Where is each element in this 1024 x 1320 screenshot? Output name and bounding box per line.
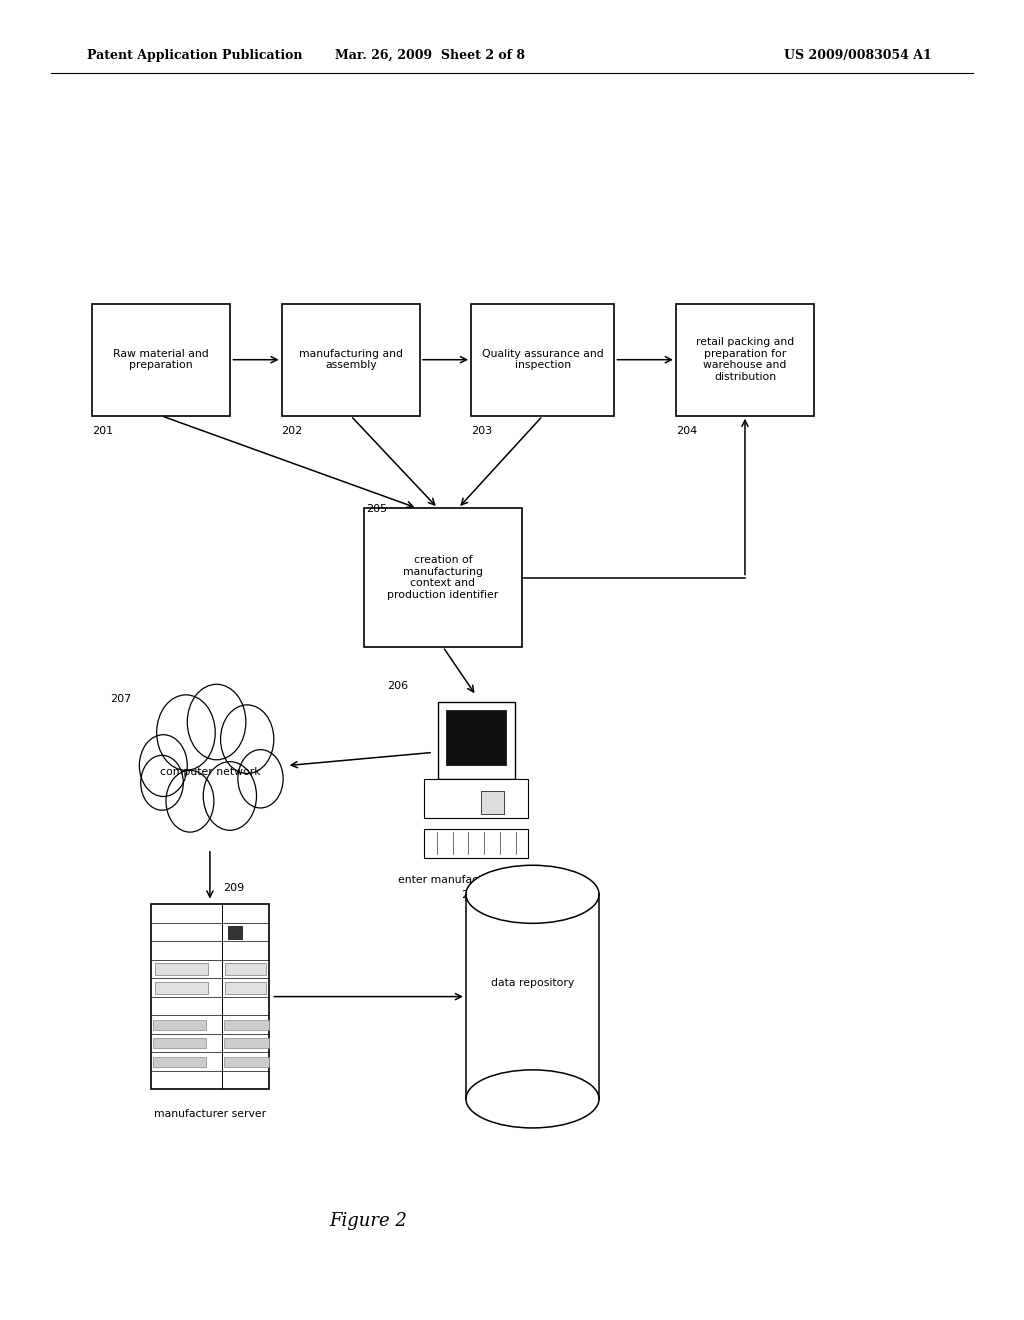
FancyBboxPatch shape — [224, 1056, 268, 1067]
Circle shape — [166, 771, 214, 832]
Ellipse shape — [466, 866, 599, 924]
Text: creation of
manufacturing
context and
production identifier: creation of manufacturing context and pr… — [387, 556, 499, 599]
FancyBboxPatch shape — [282, 304, 420, 416]
FancyBboxPatch shape — [225, 964, 266, 975]
FancyBboxPatch shape — [152, 904, 268, 1089]
Circle shape — [203, 762, 256, 830]
FancyBboxPatch shape — [227, 927, 242, 940]
Circle shape — [220, 705, 273, 774]
FancyBboxPatch shape — [481, 791, 504, 814]
FancyBboxPatch shape — [424, 779, 528, 818]
FancyBboxPatch shape — [154, 1019, 207, 1030]
Text: 206: 206 — [387, 681, 409, 692]
Text: 202: 202 — [282, 426, 303, 437]
Text: Raw material and
preparation: Raw material and preparation — [114, 348, 209, 371]
Circle shape — [157, 694, 215, 771]
Text: 208: 208 — [461, 890, 482, 900]
Circle shape — [140, 755, 183, 810]
Text: US 2009/0083054 A1: US 2009/0083054 A1 — [784, 49, 932, 62]
Text: manufacturing and
assembly: manufacturing and assembly — [299, 348, 402, 371]
FancyBboxPatch shape — [446, 710, 506, 766]
Ellipse shape — [466, 1069, 599, 1127]
FancyBboxPatch shape — [224, 1038, 268, 1048]
FancyBboxPatch shape — [424, 829, 528, 858]
FancyBboxPatch shape — [225, 982, 266, 994]
Text: Quality assurance and
inspection: Quality assurance and inspection — [482, 348, 603, 371]
Text: 201: 201 — [92, 426, 114, 437]
Text: enter manufacturing context: enter manufacturing context — [397, 875, 555, 886]
FancyBboxPatch shape — [364, 508, 522, 647]
Circle shape — [238, 750, 283, 808]
Text: 203: 203 — [471, 426, 493, 437]
FancyBboxPatch shape — [676, 304, 814, 416]
Text: data repository: data repository — [490, 978, 574, 989]
FancyBboxPatch shape — [471, 304, 614, 416]
FancyBboxPatch shape — [224, 1019, 268, 1030]
Text: Figure 2: Figure 2 — [330, 1212, 408, 1230]
FancyBboxPatch shape — [154, 1038, 207, 1048]
Text: computer network: computer network — [160, 767, 260, 777]
Text: retail packing and
preparation for
warehouse and
distribution: retail packing and preparation for wareh… — [696, 338, 794, 381]
FancyBboxPatch shape — [154, 1056, 207, 1067]
FancyBboxPatch shape — [157, 733, 263, 805]
Text: Patent Application Publication: Patent Application Publication — [87, 49, 302, 62]
Circle shape — [139, 735, 187, 796]
Text: 205: 205 — [367, 504, 388, 515]
Circle shape — [187, 684, 246, 760]
Text: manufacturer server: manufacturer server — [154, 1109, 266, 1119]
Text: 204: 204 — [676, 426, 697, 437]
FancyBboxPatch shape — [155, 982, 208, 994]
Text: 209: 209 — [223, 883, 245, 894]
Text: 207: 207 — [111, 694, 132, 705]
FancyBboxPatch shape — [438, 702, 515, 779]
Text: Mar. 26, 2009  Sheet 2 of 8: Mar. 26, 2009 Sheet 2 of 8 — [335, 49, 525, 62]
FancyBboxPatch shape — [92, 304, 230, 416]
FancyBboxPatch shape — [155, 964, 208, 975]
